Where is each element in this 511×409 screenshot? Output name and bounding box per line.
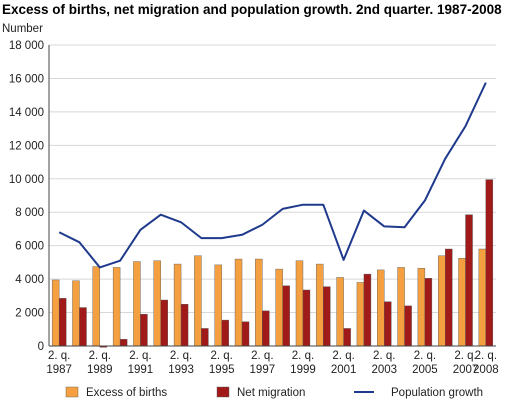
grid [49, 44, 496, 314]
x-tick-label: 1987 [46, 364, 72, 376]
bars [51, 179, 494, 348]
y-tick-label: 10 000 [9, 174, 44, 186]
excess-births-bar [275, 268, 283, 347]
axes [48, 45, 496, 347]
net-migration-bar [282, 285, 290, 347]
y-tick-label: 6 000 [15, 241, 44, 253]
x-tick-label: 2. q. [129, 350, 151, 362]
x-tick-label: 2. q. [211, 350, 233, 362]
legend-label: Population growth [391, 387, 483, 399]
legend: Excess of births Net migration Population … [65, 386, 483, 399]
chart-title: Excess of births, net migration and popu… [2, 2, 502, 17]
x-tick-label: 2. q. [89, 350, 111, 362]
excess-births-bar [234, 258, 243, 347]
excess-births-bar [417, 268, 426, 347]
y-axis-ticks: 0 2 000 4 000 6 000 8 000 10 000 12 000 14 000 1… [9, 40, 44, 353]
excess-births-bar [153, 260, 161, 347]
x-tick-label: 2. q. [373, 350, 395, 362]
net-migration-bar [119, 339, 128, 347]
x-axis-ticks: 2. q. 1987 2. q. 1989 2. q. 1991 2. q. 1993 2. q… [46, 350, 498, 376]
excess-births-bar [336, 277, 344, 347]
excess-births-bar [295, 260, 304, 347]
net-migration-bar [241, 321, 250, 347]
legend-swatch-net-migration [216, 386, 230, 398]
x-tick-label: 2. q. [170, 350, 192, 362]
excess-births-bar [397, 267, 405, 347]
excess-births-bar [438, 255, 446, 347]
x-tick-label: 2. q. [414, 350, 436, 362]
net-migration-bar [180, 303, 189, 347]
x-tick-label: 1989 [87, 364, 113, 376]
net-migration-bar [465, 214, 473, 347]
net-migration-bar [424, 278, 433, 347]
net-migration-bar [445, 248, 453, 347]
excess-births-bar [92, 266, 100, 347]
net-migration-bar [485, 179, 494, 347]
net-migration-bar [201, 328, 209, 347]
x-tick-label: 1999 [290, 364, 316, 376]
net-migration-bar [323, 286, 331, 347]
x-tick-label: 2. q. [475, 350, 497, 362]
y-tick-label: 18 000 [9, 40, 44, 52]
net-migration-bar [58, 298, 67, 347]
x-tick-label: 1993 [168, 364, 194, 376]
excess-births-bar [133, 261, 141, 347]
x-tick-label: 2. q. [454, 350, 476, 362]
population-growth-line-group [58, 82, 487, 269]
net-migration-bar [79, 307, 87, 347]
x-tick-label: 2. q. [48, 350, 70, 362]
excess-births-bar [478, 248, 487, 347]
net-migration-bar [221, 319, 229, 347]
y-tick-label: 12 000 [9, 140, 44, 152]
excess-births-bar [316, 263, 324, 347]
y-tick-label: 2 000 [15, 308, 44, 320]
x-tick-label: 2007 [453, 364, 479, 376]
y-tick-label: 8 000 [15, 207, 44, 219]
population-growth-line [58, 82, 487, 269]
x-tick-label: 2005 [412, 364, 438, 376]
net-migration-bar [343, 328, 351, 347]
x-tick-label: 2003 [371, 364, 397, 376]
excess-births-bar [458, 258, 466, 347]
excess-births-bar [377, 269, 385, 347]
excess-births-bar [51, 279, 60, 347]
x-tick-label: 2. q. [251, 350, 273, 362]
x-tick-label: 2008 [473, 364, 499, 376]
net-migration-bar [160, 299, 168, 347]
legend-label: Excess of births [86, 387, 167, 399]
legend-label: Net migration [237, 387, 305, 399]
x-tick-label: 2001 [331, 364, 357, 376]
net-migration-bar [363, 273, 372, 347]
excess-births-bar [194, 255, 202, 347]
y-axis-unit: Number [2, 23, 43, 35]
x-tick-label: 1997 [250, 364, 276, 376]
excess-births-bar [173, 263, 182, 347]
x-tick-label: 1995 [209, 364, 235, 376]
x-tick-label: 1991 [128, 364, 154, 376]
excess-births-bar [112, 267, 121, 347]
excess-births-bar [72, 280, 80, 347]
excess-births-bar [214, 264, 222, 347]
excess-births-bar [255, 258, 263, 347]
net-migration-bar [384, 301, 392, 347]
legend-swatch-excess-births [65, 386, 79, 398]
excess-births-bar [356, 282, 365, 347]
y-tick-label: 0 [38, 341, 44, 353]
net-migration-bar [404, 305, 412, 347]
net-migration-bar [302, 289, 311, 347]
net-migration-bar [140, 314, 148, 347]
y-tick-label: 4 000 [15, 274, 44, 286]
y-tick-label: 16 000 [9, 73, 44, 85]
y-tick-label: 14 000 [9, 107, 44, 119]
net-migration-bar [262, 310, 270, 347]
x-tick-label: 2. q. [292, 350, 314, 362]
x-tick-label: 2. q. [332, 350, 354, 362]
